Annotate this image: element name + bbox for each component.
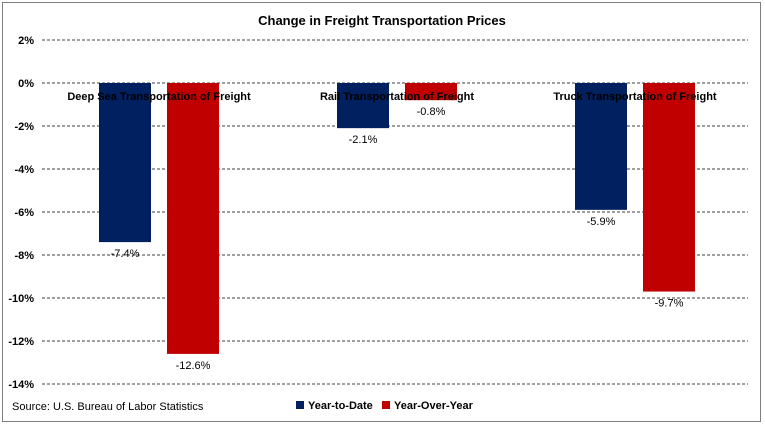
bar-ytd-0 xyxy=(99,83,151,243)
y-tick-label: -10% xyxy=(8,293,34,305)
data-label: -12.6% xyxy=(176,360,211,372)
y-tick-label: -2% xyxy=(14,121,34,133)
y-tick-label: -14% xyxy=(8,379,34,391)
legend-label: Year-to-Date xyxy=(308,400,373,412)
category-label: Rail Transportation of Freight xyxy=(320,91,474,103)
source-note: Source: U.S. Bureau of Labor Statistics xyxy=(12,401,204,413)
bar-ytd-1 xyxy=(337,83,389,129)
bar-ytd-2 xyxy=(575,83,627,210)
data-label: -9.7% xyxy=(655,298,684,310)
bar-yoy-0 xyxy=(167,83,219,354)
bar-yoy-1 xyxy=(405,83,457,101)
y-tick-label: -12% xyxy=(8,336,34,348)
data-label: -5.9% xyxy=(587,216,616,228)
y-tick-label: 2% xyxy=(18,35,34,47)
legend-label: Year-Over-Year xyxy=(394,400,474,412)
gridlines xyxy=(42,39,748,385)
legend: Year-to-Date Year-Over-Year xyxy=(296,400,474,412)
legend-swatch xyxy=(382,401,390,409)
y-axis: 2% 0% -2% -4% -6% -8% -10% -12% -14% xyxy=(8,35,34,391)
data-label: -0.8% xyxy=(417,106,446,118)
data-label: -7.4% xyxy=(111,248,140,260)
bars xyxy=(99,83,695,354)
y-tick-label: -4% xyxy=(14,164,34,176)
data-label: -2.1% xyxy=(349,134,378,146)
chart-title: Change in Freight Transportation Prices xyxy=(258,13,506,28)
legend-swatch xyxy=(296,401,304,409)
y-tick-label: -6% xyxy=(14,207,34,219)
category-label: Truck Transportation of Freight xyxy=(553,91,717,103)
category-labels: Deep Sea Transportation of Freight Rail T… xyxy=(67,91,717,103)
data-labels: -7.4% -2.1% -5.9% -12.6% -0.8% -9.7% xyxy=(111,106,684,372)
y-tick-label: 0% xyxy=(18,78,34,90)
y-tick-label: -8% xyxy=(14,250,34,262)
bar-yoy-2 xyxy=(643,83,695,292)
category-label: Deep Sea Transportation of Freight xyxy=(67,91,251,103)
